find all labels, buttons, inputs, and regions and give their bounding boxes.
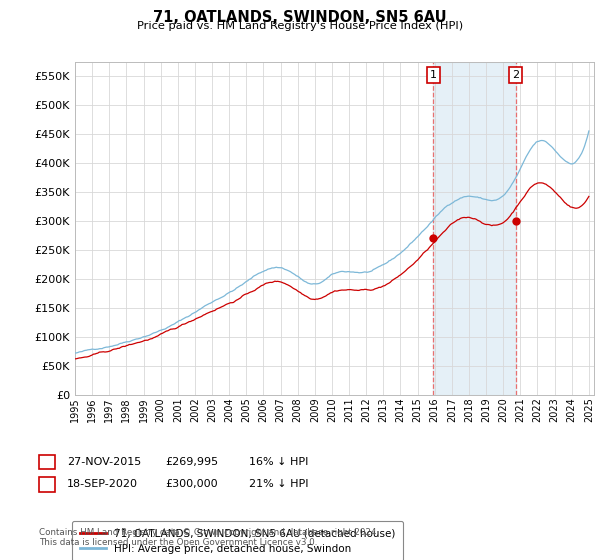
Text: £269,995: £269,995 (165, 457, 218, 467)
Text: Price paid vs. HM Land Registry's House Price Index (HPI): Price paid vs. HM Land Registry's House … (137, 21, 463, 31)
Bar (433, 62, 515, 395)
Text: Contains HM Land Registry data © Crown copyright and database right 2024.
This d: Contains HM Land Registry data © Crown c… (39, 528, 379, 547)
Legend: 71, OATLANDS, SWINDON, SN5 6AU (detached house), HPI: Average price, detached ho: 71, OATLANDS, SWINDON, SN5 6AU (detached… (73, 521, 403, 560)
Text: 18-SEP-2020: 18-SEP-2020 (67, 479, 138, 489)
Text: 1: 1 (430, 70, 437, 80)
Text: 27-NOV-2015: 27-NOV-2015 (67, 457, 142, 467)
Text: 16% ↓ HPI: 16% ↓ HPI (249, 457, 308, 467)
Text: 2: 2 (44, 479, 50, 489)
Text: 71, OATLANDS, SWINDON, SN5 6AU: 71, OATLANDS, SWINDON, SN5 6AU (153, 10, 447, 25)
Text: 1: 1 (44, 457, 50, 467)
Text: 2: 2 (512, 70, 519, 80)
Text: £300,000: £300,000 (165, 479, 218, 489)
Text: 21% ↓ HPI: 21% ↓ HPI (249, 479, 308, 489)
